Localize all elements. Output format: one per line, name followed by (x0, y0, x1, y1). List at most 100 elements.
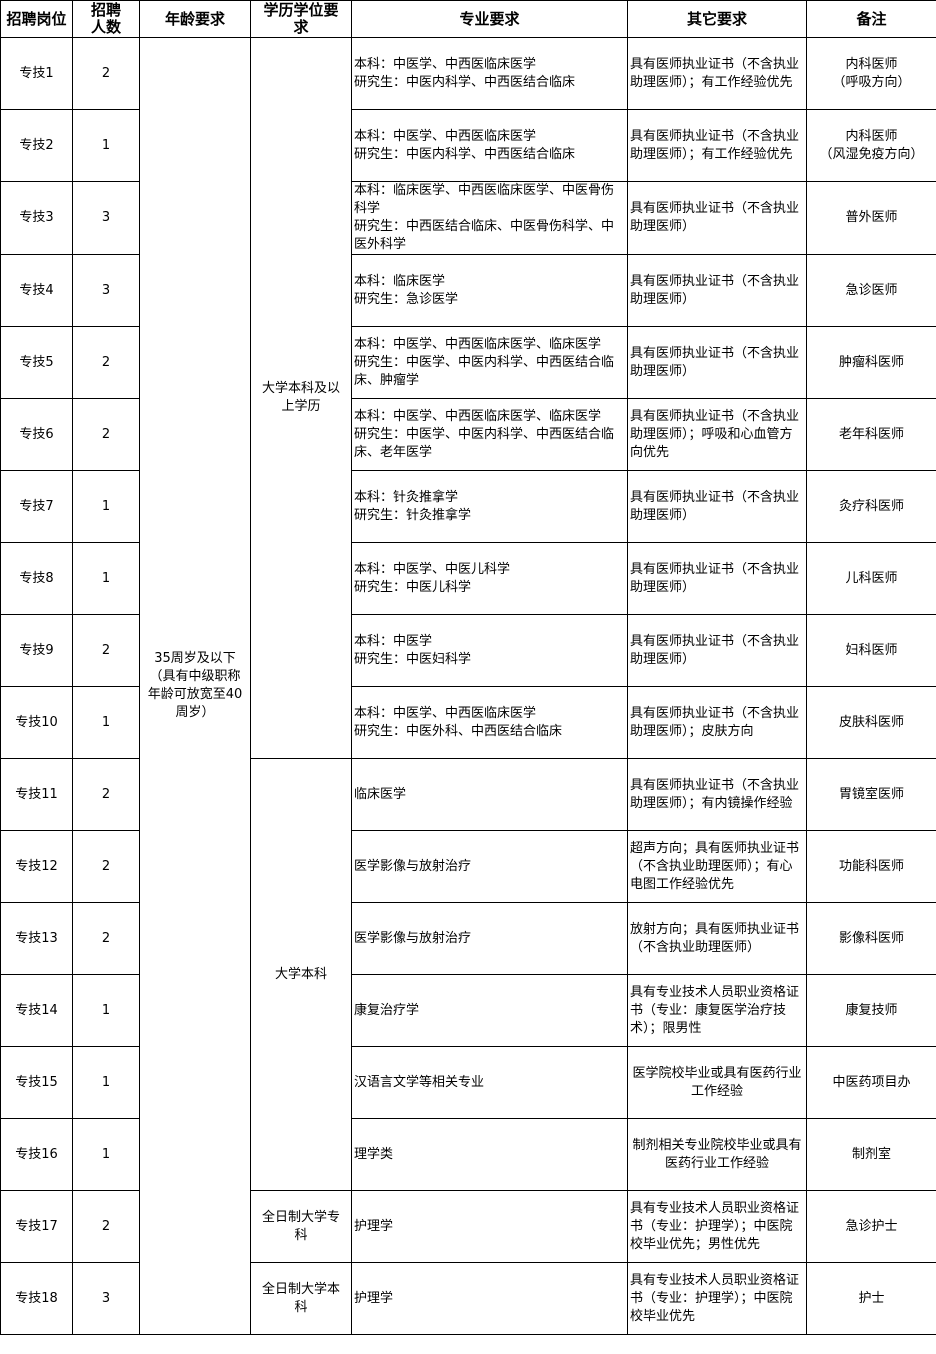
other-requirement-cell: 具有医师执业证书（不含执业助理医师） (627, 254, 807, 327)
post-cell: 专技6 (0, 398, 73, 471)
count-cell: 2 (72, 37, 140, 110)
post-cell: 专技2 (0, 109, 73, 182)
note-cell: 功能科医师 (806, 830, 936, 903)
education-cell: 全日制大学专 科 (250, 1190, 352, 1263)
count-cell: 1 (72, 1118, 140, 1191)
major-cell: 本科：中医学、中西医临床医学 研究生：中医内科学、中西医结合临床 (351, 109, 628, 182)
major-cell: 本科：中医学、中西医临床医学、临床医学 研究生：中医学、中医内科学、中西医结合临… (351, 398, 628, 471)
header-major: 专业要求 (351, 0, 628, 38)
table-row: 专技14 1 康复治疗学 具有专业技术人员职业资格证书（专业：康复医学治疗技术）；限男… (0, 974, 936, 1047)
note-cell: 影像科医师 (806, 902, 936, 975)
other-requirement-cell: 具有医师执业证书（不含执业助理医师）；呼吸和心血管方向优先 (627, 398, 807, 471)
post-cell: 专技9 (0, 614, 73, 687)
education-cell: 大学本科 (250, 758, 352, 1191)
note-cell: 妇科医师 (806, 614, 936, 687)
post-cell: 专技12 (0, 830, 73, 903)
note-cell: 制剂室 (806, 1118, 936, 1191)
count-cell: 3 (72, 181, 140, 255)
major-cell: 本科：中医学、中医儿科学 研究生：中医儿科学 (351, 542, 628, 615)
count-cell: 2 (72, 758, 140, 831)
post-cell: 专技17 (0, 1190, 73, 1263)
count-cell: 3 (72, 1262, 140, 1335)
other-requirement-cell: 具有专业技术人员职业资格证书（专业：康复医学治疗技术）；限男性 (627, 974, 807, 1047)
note-cell: 内科医师 （呼吸方向） (806, 37, 936, 110)
post-cell: 专技8 (0, 542, 73, 615)
major-cell: 护理学 (351, 1262, 628, 1335)
header-post: 招聘岗位 (0, 0, 73, 38)
table-row: 专技18 3 全日制大学本 科护理学 具有专业技术人员职业资格证书（专业：护理学）；中… (0, 1262, 936, 1335)
other-requirement-cell: 具有医师执业证书（不含执业助理医师） (627, 542, 807, 615)
post-cell: 专技7 (0, 470, 73, 543)
education-cell: 大学本科及以 上学历 (250, 37, 352, 759)
note-cell: 儿科医师 (806, 542, 936, 615)
other-requirement-cell: 具有医师执业证书（不含执业助理医师） (627, 614, 807, 687)
table-row: 专技15 1 汉语言文学等相关专业 医学院校毕业或具有医药行业工作经验 中医药项目办 (0, 1046, 936, 1119)
note-cell: 急诊护士 (806, 1190, 936, 1263)
education-cell: 全日制大学本 科 (250, 1262, 352, 1335)
age-requirement-cell: 35周岁及以下 （具有中级职称 年龄可放宽至40 周岁） (139, 37, 251, 1335)
major-cell: 本科：临床医学 研究生：急诊医学 (351, 254, 628, 327)
note-cell: 老年科医师 (806, 398, 936, 471)
major-cell: 医学影像与放射治疗 (351, 830, 628, 903)
other-requirement-cell: 具有医师执业证书（不含执业助理医师）；皮肤方向 (627, 686, 807, 759)
table-row: 专技5 2 本科：中医学、中西医临床医学、临床医学 研究生：中医学、中医内科学、中西… (0, 326, 936, 399)
post-cell: 专技14 (0, 974, 73, 1047)
post-cell: 专技1 (0, 37, 73, 110)
count-cell: 2 (72, 614, 140, 687)
table-row: 专技4 3 本科：临床医学 研究生：急诊医学 具有医师执业证书（不含执业助理医师） 急诊… (0, 254, 936, 327)
note-cell: 康复技师 (806, 974, 936, 1047)
count-cell: 2 (72, 830, 140, 903)
major-cell: 本科：中医学、中西医临床医学、临床医学 研究生：中医学、中医内科学、中西医结合临… (351, 326, 628, 399)
other-requirement-cell: 具有医师执业证书（不含执业助理医师）；有工作经验优先 (627, 109, 807, 182)
other-requirement-cell: 具有专业技术人员职业资格证书（专业：护理学）；中医院校毕业优先；男性优先 (627, 1190, 807, 1263)
table-row: 专技16 1 理学类 制剂相关专业院校毕业或具有医药行业工作经验 制剂室 (0, 1118, 936, 1191)
major-cell: 本科：中医学 研究生：中医妇科学 (351, 614, 628, 687)
note-cell: 普外医师 (806, 181, 936, 255)
post-cell: 专技3 (0, 181, 73, 255)
post-cell: 专技13 (0, 902, 73, 975)
other-requirement-cell: 具有医师执业证书（不含执业助理医师）；有工作经验优先 (627, 37, 807, 110)
count-cell: 1 (72, 109, 140, 182)
note-cell: 急诊医师 (806, 254, 936, 327)
note-cell: 中医药项目办 (806, 1046, 936, 1119)
other-requirement-cell: 放射方向；具有医师执业证书（不含执业助理医师） (627, 902, 807, 975)
header-row: 招聘岗位 招聘 人数 年龄要求 学历学位要 求 专业要求 其它要求 备注 (0, 0, 936, 38)
major-cell: 临床医学 (351, 758, 628, 831)
other-requirement-cell: 具有医师执业证书（不含执业助理医师） (627, 181, 807, 255)
note-cell: 肿瘤科医师 (806, 326, 936, 399)
count-cell: 3 (72, 254, 140, 327)
table-row: 专技11 2 大学本科 临床医学 具有医师执业证书（不含执业助理医师）；有内镜操作经验胃… (0, 758, 936, 1191)
major-cell: 本科：临床医学、中西医临床医学、中医骨伤科学 研究生：中西医结合临床、中医骨伤科… (351, 181, 628, 255)
post-cell: 专技15 (0, 1046, 73, 1119)
other-requirement-cell: 制剂相关专业院校毕业或具有医药行业工作经验 (627, 1118, 807, 1191)
post-cell: 专技11 (0, 758, 73, 831)
post-cell: 专技10 (0, 686, 73, 759)
table-row: 专技12 2 医学影像与放射治疗 超声方向；具有医师执业证书（不含执业助理医师）；有心… (0, 830, 936, 903)
count-cell: 2 (72, 398, 140, 471)
header-count: 招聘 人数 (72, 0, 140, 38)
count-cell: 1 (72, 542, 140, 615)
major-cell: 康复治疗学 (351, 974, 628, 1047)
table-row: 专技3 3 本科：临床医学、中西医临床医学、中医骨伤科学 研究生：中西医结合临床、中… (0, 181, 936, 255)
post-cell: 专技18 (0, 1262, 73, 1335)
count-cell: 2 (72, 902, 140, 975)
count-cell: 1 (72, 974, 140, 1047)
count-cell: 1 (72, 686, 140, 759)
header-age: 年龄要求 (139, 0, 251, 38)
table-row: 专技7 1 本科：针灸推拿学 研究生：针灸推拿学 具有医师执业证书（不含执业助理医师）… (0, 470, 936, 543)
header-note: 备注 (806, 0, 936, 38)
note-cell: 皮肤科医师 (806, 686, 936, 759)
table-row: 专技10 1 本科：中医学、中西医临床医学 研究生：中医外科、中西医结合临床 具有医师… (0, 686, 936, 759)
major-cell: 汉语言文学等相关专业 (351, 1046, 628, 1119)
table-row: 专技17 2 全日制大学专 科护理学 具有专业技术人员职业资格证书（专业：护理学）；中… (0, 1190, 936, 1263)
major-cell: 医学影像与放射治疗 (351, 902, 628, 975)
table-row: 专技13 2 医学影像与放射治疗 放射方向；具有医师执业证书（不含执业助理医师） 影像科… (0, 902, 936, 975)
post-cell: 专技16 (0, 1118, 73, 1191)
count-cell: 1 (72, 1046, 140, 1119)
note-cell: 护士 (806, 1262, 936, 1335)
major-cell: 本科：中医学、中西医临床医学 研究生：中医内科学、中西医结合临床 (351, 37, 628, 110)
header-other: 其它要求 (627, 0, 807, 38)
note-cell: 灸疗科医师 (806, 470, 936, 543)
note-cell: 胃镜室医师 (806, 758, 936, 831)
